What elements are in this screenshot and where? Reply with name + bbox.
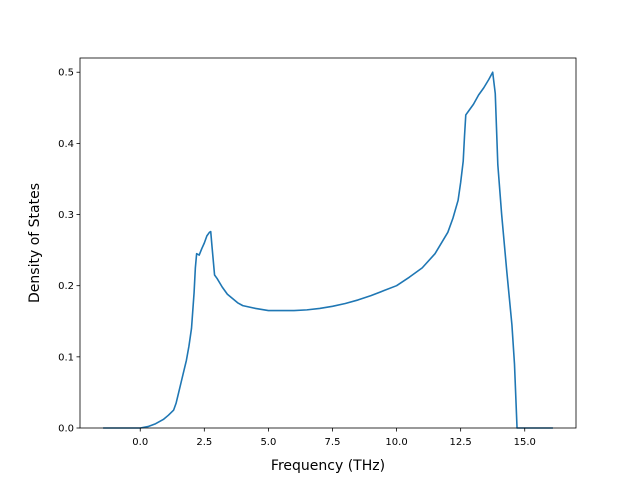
x-tick-label: 5.0 bbox=[260, 437, 276, 448]
x-tick-label: 0.0 bbox=[132, 437, 148, 448]
x-axis-label: Frequency (THz) bbox=[271, 458, 385, 474]
plot-frame bbox=[79, 57, 577, 429]
x-tick-label: 12.5 bbox=[450, 437, 472, 448]
x-tick-label: 10.0 bbox=[385, 437, 407, 448]
y-tick-label: 0.0 bbox=[58, 424, 74, 435]
y-axis-label: Density of States bbox=[27, 183, 43, 303]
x-tick-label: 7.5 bbox=[325, 437, 341, 448]
y-tick-label: 0.1 bbox=[58, 352, 74, 363]
dos-series-line-0 bbox=[103, 71, 553, 429]
y-tick-label: 0.2 bbox=[58, 281, 74, 292]
plot-area-background bbox=[80, 58, 576, 428]
x-tick-label: 15.0 bbox=[514, 437, 536, 448]
x-axis-ticks: 0.0 2.5 5.0 7.5 10.0 12.5 15.0 bbox=[132, 428, 536, 448]
y-tick-label: 0.3 bbox=[58, 210, 74, 221]
y-tick-label: 0.4 bbox=[58, 139, 74, 150]
y-axis-ticks: 0.0 0.1 0.2 0.3 0.4 0.5 bbox=[58, 68, 80, 435]
y-tick-label: 0.5 bbox=[58, 68, 74, 79]
series-layer bbox=[103, 71, 553, 429]
x-tick-label: 2.5 bbox=[196, 437, 212, 448]
